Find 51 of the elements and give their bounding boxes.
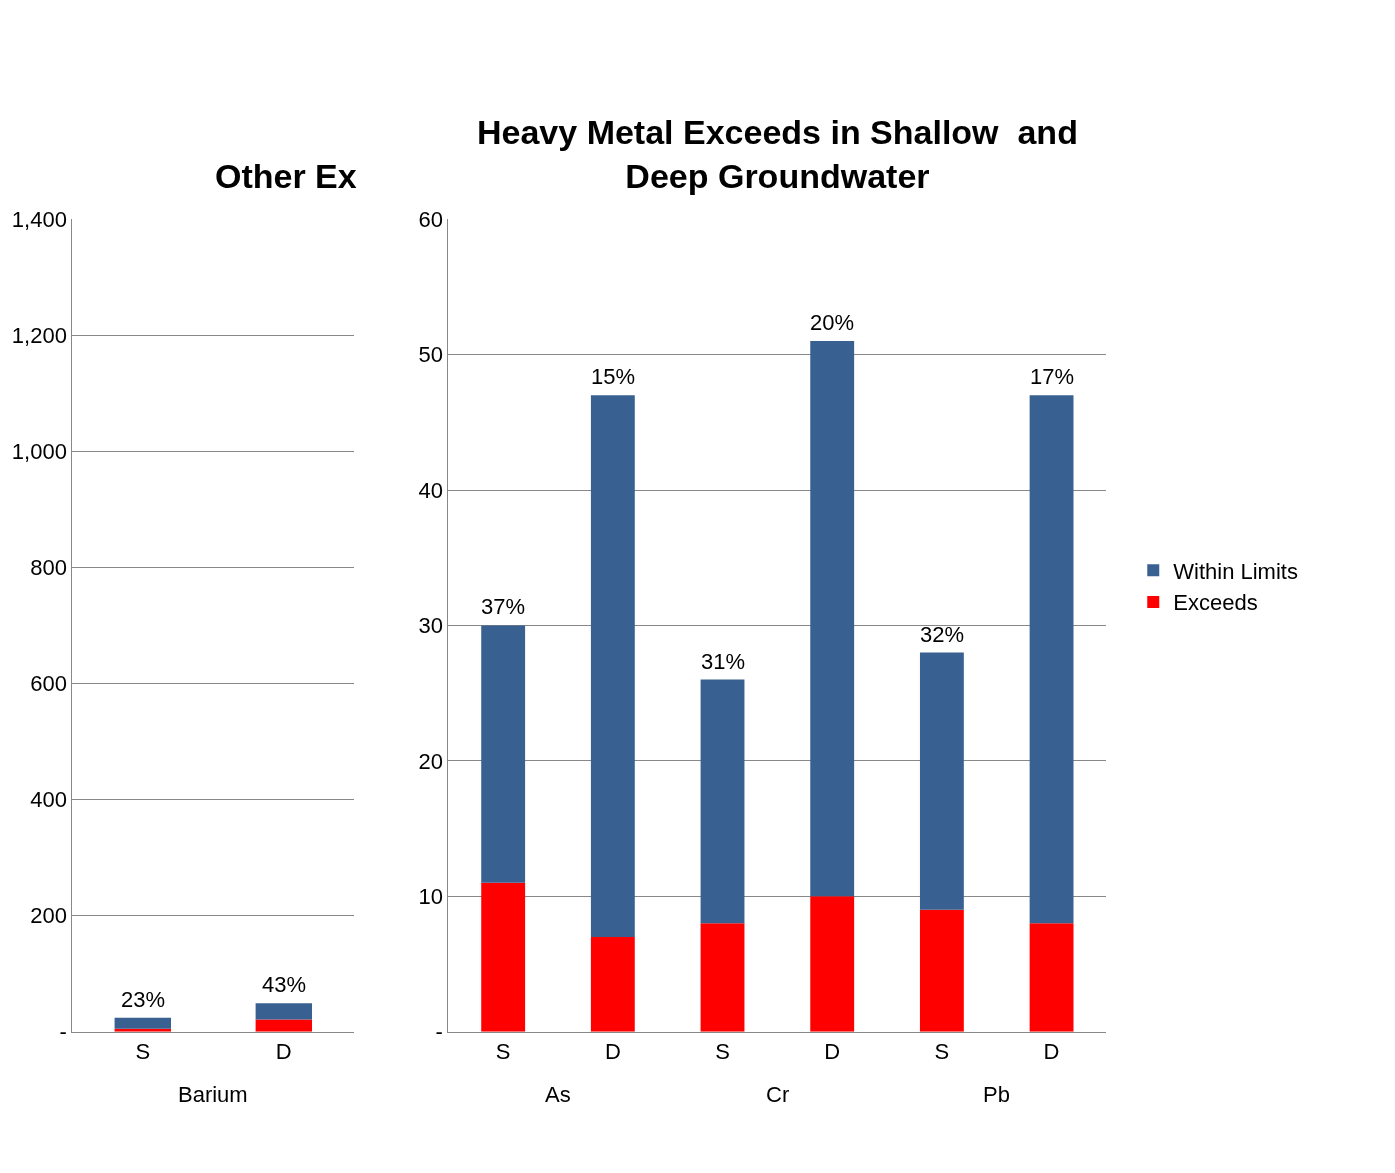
y-tick-label: - — [435, 1019, 443, 1045]
x-tick-label: S — [135, 1039, 151, 1065]
annotation: 43% — [262, 972, 307, 997]
bar — [810, 896, 855, 1032]
y-tick-label: 800 — [30, 555, 67, 581]
chart-title: Other Ex — [215, 157, 357, 195]
bar — [1029, 395, 1074, 924]
y-tick-label: 1,000 — [11, 439, 67, 465]
y-tick-label: 400 — [30, 787, 67, 813]
x-tick-label: D — [604, 1039, 621, 1065]
x-tick-label: D — [1043, 1039, 1060, 1065]
chart-title: Heavy Metal Exceeds in Shallow and Deep Groundwater — [477, 113, 1078, 196]
y-tick-label: 1,200 — [11, 322, 67, 348]
annotation: 17% — [1030, 364, 1075, 389]
bar — [481, 882, 526, 1032]
y-tick-label: 50 — [418, 342, 443, 368]
y-tick-label: 30 — [418, 613, 443, 639]
y-tick-label: 20 — [418, 748, 443, 774]
annotation: 20% — [810, 310, 855, 335]
legend-label: Within Limits — [1173, 558, 1298, 584]
y-tick-label: - — [59, 1019, 67, 1045]
annotation: 31% — [701, 649, 746, 674]
y-tick-label: 40 — [418, 477, 443, 503]
y-tick-label: 200 — [30, 903, 67, 929]
bar — [590, 395, 635, 937]
annotation: 23% — [121, 987, 166, 1012]
bar — [700, 923, 745, 1032]
annotation: 32% — [920, 622, 965, 647]
x-tick-label: S — [715, 1039, 730, 1065]
annotation: 15% — [591, 364, 636, 389]
text: Cr — [766, 1082, 790, 1107]
x-tick-label: D — [824, 1039, 841, 1065]
text: Barium — [178, 1082, 248, 1107]
bar — [590, 936, 635, 1032]
y-tick-label: 600 — [30, 671, 67, 697]
bar — [481, 625, 526, 883]
text: As — [545, 1082, 571, 1107]
annotation: 37% — [481, 594, 526, 619]
text: Pb — [983, 1082, 1010, 1107]
bar — [1029, 923, 1074, 1032]
bar — [700, 679, 745, 924]
bar — [810, 341, 855, 897]
bar — [919, 652, 964, 910]
x-tick-label: D — [275, 1039, 292, 1065]
bar — [919, 909, 964, 1032]
x-tick-label: S — [495, 1039, 511, 1065]
x-tick-label: S — [934, 1039, 950, 1065]
y-tick-label: 1,400 — [11, 206, 67, 232]
y-tick-label: 60 — [418, 206, 443, 232]
legend-label: Exceeds — [1173, 590, 1258, 616]
y-tick-label: 10 — [418, 883, 443, 909]
